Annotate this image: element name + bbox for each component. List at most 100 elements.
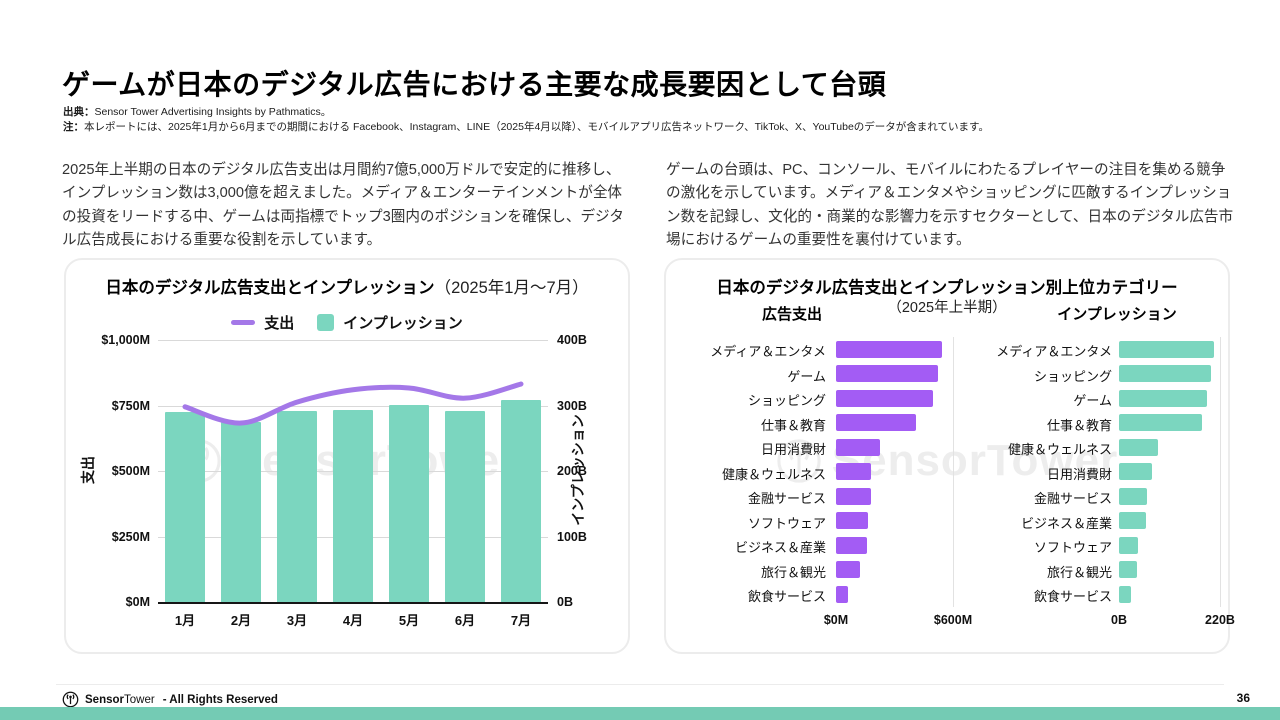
legend-impressions-label: インプレッション	[343, 315, 463, 332]
gridline	[158, 405, 548, 407]
impressions-bar	[165, 412, 205, 602]
scope-note: 注：本レポートには、2025年1月から6月までの期間における Facebook、…	[63, 119, 1223, 134]
category-bar	[1119, 414, 1203, 431]
category-bar	[1119, 389, 1208, 407]
x-tick-label: 4月	[342, 613, 364, 628]
category-row: ゲーム	[948, 386, 1230, 411]
x-axis-tick: 0B	[1111, 612, 1127, 627]
category-row: 日用消費財	[666, 435, 958, 460]
category-bar	[836, 414, 916, 431]
category-label: ショッピング	[1033, 368, 1112, 384]
category-bar	[1119, 463, 1153, 480]
category-row: 仕事＆教育	[948, 411, 1230, 436]
right-axis-tick: 100B	[557, 529, 587, 544]
impressions-bar	[333, 410, 373, 602]
max-gridline	[1220, 337, 1221, 607]
category-row: ゲーム	[666, 362, 958, 387]
footer: SensorTower - All Rights Reserved	[62, 691, 278, 708]
impressions-panel-heading: インプレッション	[1057, 306, 1177, 323]
category-row: ビジネス＆産業	[666, 533, 958, 558]
category-bar	[836, 389, 934, 407]
category-row: 健康＆ウェルネス	[948, 435, 1230, 460]
category-bar	[836, 463, 872, 480]
monthly-combo-chart-card: 日本のデジタル広告支出とインプレッション（2025年1月〜7月） 支出 インプレ…	[64, 258, 630, 654]
category-row: 飲食サービス	[948, 582, 1230, 607]
right-axis-tick: 300B	[557, 398, 587, 413]
category-bar	[836, 487, 872, 505]
max-gridline	[953, 337, 954, 607]
legend-spend-label: 支出	[264, 315, 295, 332]
category-bar	[836, 340, 943, 358]
category-label: メディア＆エンタメ	[710, 344, 826, 359]
category-label: ショッピング	[747, 393, 826, 408]
source-text: Sensor Tower Advertising Insights by Pat…	[94, 105, 332, 118]
category-row: ソフトウェア	[948, 533, 1230, 558]
impressions-bar	[389, 404, 429, 602]
category-label: ゲーム	[787, 368, 826, 384]
category-row: 健康＆ウェルネス	[666, 460, 958, 485]
category-row: 仕事＆教育	[666, 411, 958, 436]
category-row: ショッピング	[948, 362, 1230, 387]
sensortower-logo-icon	[62, 691, 79, 708]
category-label: 健康＆ウェルネス	[721, 466, 826, 482]
category-label: メディア＆エンタメ	[996, 344, 1112, 359]
x-tick-label: 3月	[286, 613, 308, 628]
category-row: 金融サービス	[666, 484, 958, 509]
category-row: 旅行＆観光	[666, 558, 958, 583]
chart-title: 日本のデジタル広告支出とインプレッション別上位カテゴリー	[716, 279, 1178, 297]
impressions-panel: メディア＆エンタメショッピングゲーム仕事＆教育健康＆ウェルネス日用消費財金融サー…	[948, 337, 1235, 627]
x-axis-tick: $600M	[933, 612, 973, 627]
category-bar	[1119, 365, 1211, 382]
footer-brand: SensorTower	[85, 693, 155, 706]
category-bar	[836, 512, 868, 529]
impressions-bar	[277, 411, 317, 602]
category-bar	[1119, 487, 1148, 505]
category-label: 飲食サービス	[747, 589, 826, 604]
category-label: 日用消費財	[760, 442, 826, 457]
category-bar	[1119, 512, 1147, 529]
category-label: ソフトウェア	[747, 515, 826, 531]
x-tick-label: 7月	[510, 613, 532, 628]
right-axis-tick: 400B	[557, 333, 587, 347]
left-axis-tick: $750M	[111, 398, 150, 413]
category-bar	[836, 585, 849, 603]
category-row: 飲食サービス	[666, 582, 958, 607]
x-tick-label: 5月	[398, 613, 420, 628]
category-bar	[1119, 340, 1214, 358]
category-label: 仕事＆教育	[1046, 417, 1112, 433]
x-tick-label: 1月	[174, 613, 196, 628]
legend: 支出 インプレッション	[66, 312, 628, 333]
chart-title: 日本のデジタル広告支出とインプレッション（2025年1月〜7月）	[105, 279, 589, 297]
spend-panel-heading: 広告支出	[761, 306, 822, 323]
category-row: ビジネス＆産業	[948, 509, 1230, 534]
x-axis-tick: 220B	[1205, 612, 1235, 627]
spend-panel: メディア＆エンタメゲームショッピング仕事＆教育日用消費財健康＆ウェルネス金融サー…	[666, 337, 972, 627]
category-label: ゲーム	[1073, 393, 1112, 408]
left-axis-tick: $1,000M	[101, 333, 150, 347]
combo-plot-area: $1,000M 400B $750M 300B $500M 200B $250M 100B $0…	[101, 333, 587, 628]
category-bar	[1119, 536, 1138, 554]
source-label: 出典：	[63, 105, 95, 118]
page-title: ゲームが日本のデジタル広告における主要な成長要因として台頭	[62, 68, 887, 100]
category-label: ソフトウェア	[1033, 540, 1112, 555]
category-label: 飲食サービス	[1033, 589, 1112, 604]
impressions-bar	[221, 421, 261, 602]
gridline	[158, 340, 548, 341]
right-axis-tick: 0B	[557, 595, 573, 609]
category-bar	[836, 438, 880, 456]
impressions-bar	[501, 399, 541, 602]
intro-paragraph-left: 2025年上半期の日本のデジタル広告支出は月間約7億5,000万ドルで安定的に推…	[62, 161, 624, 249]
category-label: 旅行＆観光	[760, 564, 826, 580]
top-categories-chart-card: 日本のデジタル広告支出とインプレッション別上位カテゴリー （2025年上半期） …	[664, 258, 1235, 654]
category-bar	[1119, 438, 1159, 456]
chart-subtitle: （2025年上半期）	[887, 300, 1007, 316]
category-row: 金融サービス	[948, 484, 1230, 509]
category-label: 旅行＆観光	[1046, 564, 1112, 580]
category-row: 旅行＆観光	[948, 558, 1230, 583]
category-bar	[1119, 561, 1137, 578]
source-note: 出典：Sensor Tower Advertising Insights by …	[63, 104, 1223, 119]
category-row: ソフトウェア	[666, 509, 958, 534]
spend-line	[182, 381, 524, 426]
impressions-bar	[445, 410, 485, 602]
category-label: 日用消費財	[1046, 466, 1112, 482]
